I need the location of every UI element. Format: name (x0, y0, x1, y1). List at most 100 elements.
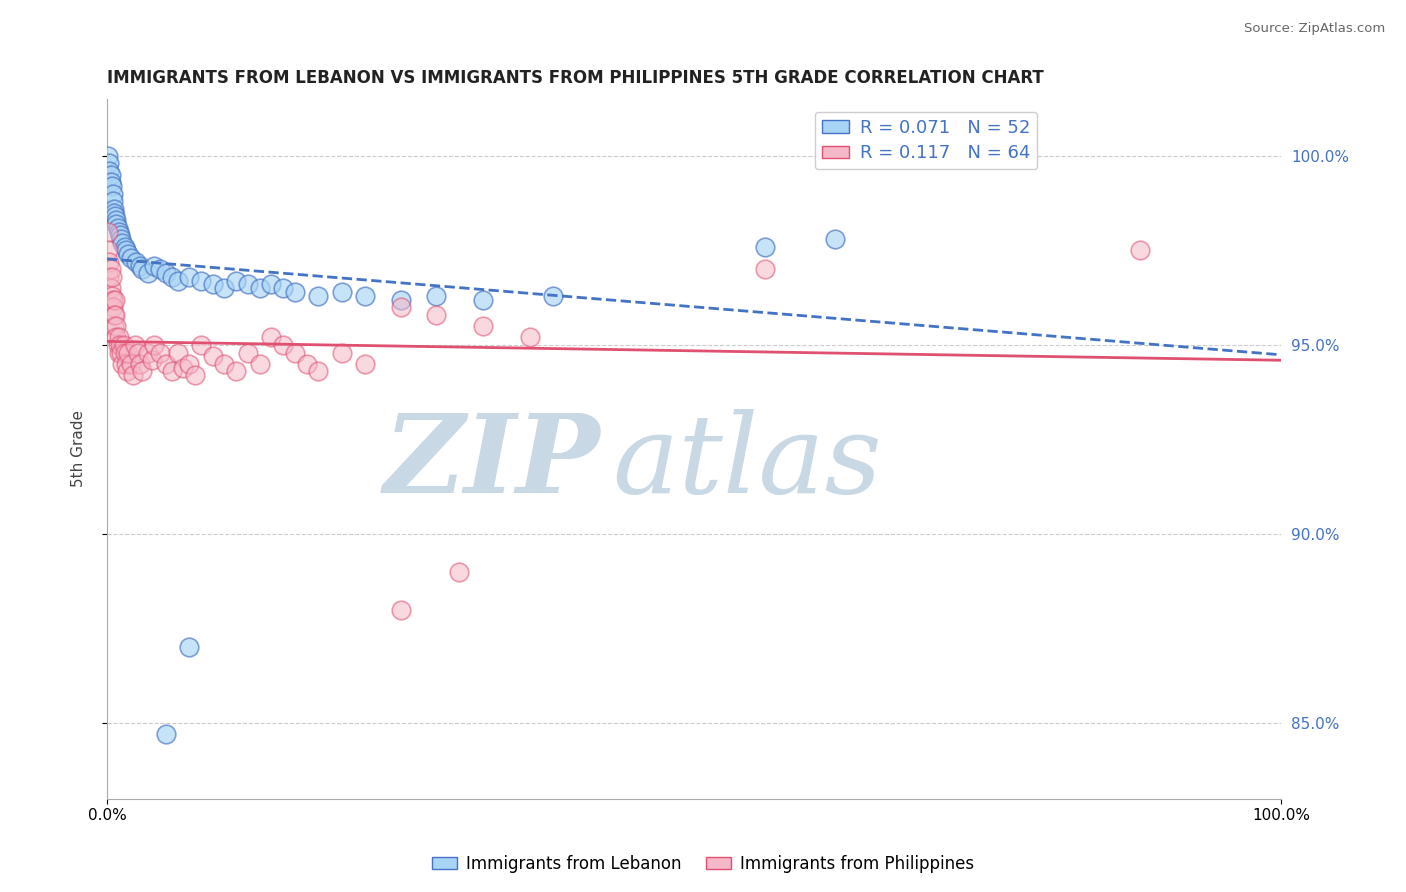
Point (97, 244, 120, 258)
Point (110, 232, 132, 246)
Point (105, 213, 128, 227)
Point (120, 357, 142, 371)
Point (103, 202, 125, 216)
Point (330, 285, 353, 299)
Point (284, 285, 307, 299)
Point (389, 300, 412, 314)
Point (155, 357, 177, 371)
Point (110, 345, 132, 359)
Point (107, 220, 129, 235)
Point (754, 240, 776, 254)
Point (108, 338, 131, 352)
Point (519, 330, 541, 344)
Point (201, 349, 224, 363)
Point (100, 168, 122, 182)
Point (97, 225, 120, 239)
Point (108, 345, 131, 359)
Point (166, 345, 188, 359)
Point (115, 244, 138, 258)
Point (471, 319, 494, 334)
Point (236, 277, 259, 292)
Point (117, 345, 139, 359)
Point (100, 269, 122, 284)
Point (100, 281, 122, 295)
Point (103, 205, 125, 219)
Point (330, 345, 353, 359)
Point (98, 254, 121, 268)
Point (214, 357, 236, 371)
Point (108, 228, 131, 243)
Point (149, 345, 172, 359)
Point (105, 217, 128, 231)
Point (214, 281, 236, 295)
Point (100, 289, 122, 303)
Point (115, 357, 138, 371)
Point (190, 338, 212, 352)
Point (179, 269, 201, 284)
Point (103, 308, 125, 322)
Point (122, 368, 145, 383)
Point (1129, 244, 1152, 258)
Point (295, 357, 318, 371)
Point (125, 254, 148, 268)
Point (225, 274, 247, 288)
Point (108, 225, 131, 239)
Point (824, 232, 846, 246)
Point (100, 175, 122, 189)
Legend: R = 0.071   N = 52, R = 0.117   N = 64: R = 0.071 N = 52, R = 0.117 N = 64 (814, 112, 1038, 169)
Point (103, 319, 125, 334)
Point (101, 186, 124, 201)
Point (425, 308, 447, 322)
Point (425, 289, 447, 303)
Point (115, 364, 138, 378)
Point (105, 330, 128, 344)
Point (101, 194, 124, 209)
Point (143, 259, 166, 273)
Point (184, 368, 207, 383)
Point (389, 293, 412, 307)
Point (104, 308, 127, 322)
Point (225, 364, 247, 378)
Point (104, 210, 127, 224)
Point (307, 364, 329, 378)
Point (155, 727, 177, 741)
Point (149, 262, 172, 277)
Point (354, 289, 377, 303)
Point (249, 357, 271, 371)
Point (114, 345, 136, 359)
Point (111, 235, 134, 250)
Text: ZIP: ZIP (384, 409, 600, 516)
Point (307, 289, 329, 303)
Point (108, 330, 131, 344)
Point (449, 565, 471, 579)
Point (131, 364, 153, 378)
Point (179, 357, 201, 371)
Point (136, 345, 159, 359)
Point (190, 274, 212, 288)
Point (98, 156, 121, 170)
Point (127, 345, 149, 359)
Point (354, 357, 377, 371)
Point (114, 240, 136, 254)
Point (271, 338, 294, 352)
Point (389, 603, 412, 617)
Point (98, 269, 121, 284)
Point (541, 289, 564, 303)
Point (201, 277, 224, 292)
Point (172, 360, 194, 375)
Legend: Immigrants from Lebanon, Immigrants from Philippines: Immigrants from Lebanon, Immigrants from… (426, 848, 980, 880)
Point (120, 251, 142, 265)
Point (260, 277, 283, 292)
Y-axis label: 5th Grade: 5th Grade (72, 410, 86, 487)
Point (104, 293, 127, 307)
Point (117, 247, 139, 261)
Point (271, 281, 294, 295)
Point (160, 364, 183, 378)
Point (129, 357, 152, 371)
Point (111, 357, 134, 371)
Point (143, 338, 166, 352)
Point (284, 345, 307, 359)
Point (105, 319, 128, 334)
Point (101, 300, 124, 314)
Point (160, 269, 183, 284)
